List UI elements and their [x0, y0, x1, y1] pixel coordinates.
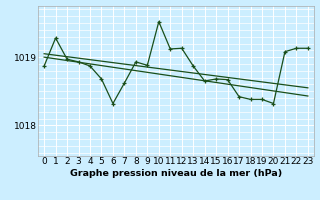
X-axis label: Graphe pression niveau de la mer (hPa): Graphe pression niveau de la mer (hPa)	[70, 169, 282, 178]
